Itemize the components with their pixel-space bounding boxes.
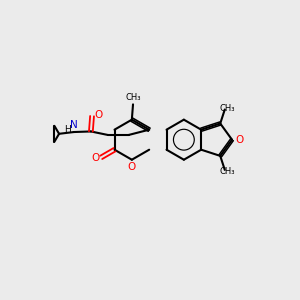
Text: N: N: [70, 120, 77, 130]
Text: O: O: [94, 110, 103, 120]
Text: CH₃: CH₃: [219, 104, 235, 113]
Text: H: H: [64, 125, 71, 134]
Text: CH₃: CH₃: [125, 93, 141, 102]
Text: O: O: [92, 153, 100, 163]
Text: O: O: [127, 162, 135, 172]
Text: O: O: [235, 135, 243, 145]
Text: CH₃: CH₃: [219, 167, 235, 176]
